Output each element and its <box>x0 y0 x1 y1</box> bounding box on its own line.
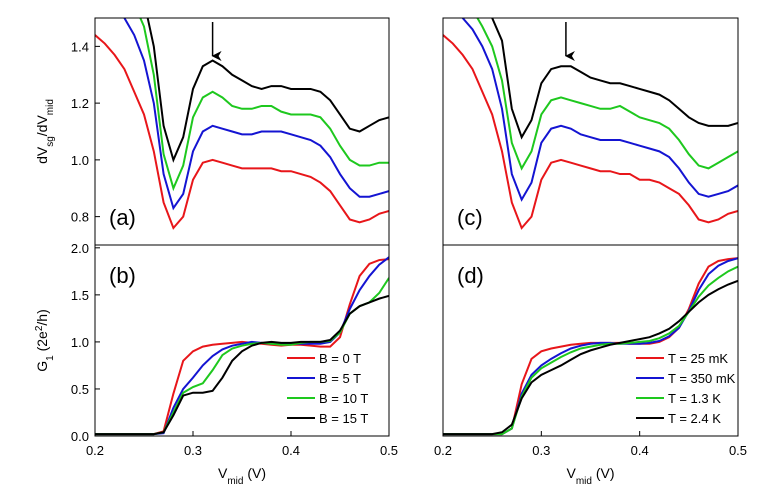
plot-area <box>443 257 738 436</box>
legend-label: T = 2.4 K <box>668 411 721 426</box>
x-axis-label-part: (V) <box>243 465 266 481</box>
y-tick-label: 0.8 <box>71 210 89 225</box>
x-tick-label: 0.5 <box>729 443 747 458</box>
y-tick-label: 0.5 <box>71 382 89 397</box>
y-tick-label: 1.2 <box>71 96 89 111</box>
panel-label: (a) <box>109 205 136 230</box>
data-line <box>146 18 389 163</box>
x-tick-label: 0.4 <box>282 443 300 458</box>
y-axis-label-part: /h) <box>34 309 50 325</box>
data-line <box>95 294 389 436</box>
y-tick-label: 0.0 <box>71 429 89 444</box>
x-axis-label-part: mid <box>227 476 243 487</box>
data-line <box>443 34 738 230</box>
data-line <box>139 18 389 192</box>
x-tick-label: 0.3 <box>184 443 202 458</box>
axes-frame <box>94 244 390 437</box>
x-axis-label-part: V <box>218 465 228 481</box>
y-axis-label-part: dV <box>34 146 50 164</box>
y-axis-label-part: mid <box>45 99 56 115</box>
plot-area <box>95 18 389 230</box>
x-tick-label: 0.4 <box>631 443 649 458</box>
y-axis-label: dVsg/dVmid <box>34 99 56 164</box>
y-axis-label-part: 1 <box>45 355 56 361</box>
x-tick-label: 0.2 <box>86 443 104 458</box>
y-axis-label-part: 2 <box>34 325 45 331</box>
y-tick-label: 1.0 <box>71 153 89 168</box>
y-tick-label: 1.0 <box>71 335 89 350</box>
y-tick-label: 1.5 <box>71 288 89 303</box>
y-axis-label: G1 (2e2/h) <box>34 309 56 371</box>
data-line <box>123 18 389 211</box>
legend-label: T = 25 mK <box>668 351 728 366</box>
panel-label: (b) <box>109 263 136 288</box>
axes-frame <box>442 244 739 437</box>
legend-label: T = 350 mK <box>668 371 736 386</box>
data-line <box>476 18 738 171</box>
legend-label: B = 10 T <box>319 391 368 406</box>
x-tick-label: 0.5 <box>380 443 398 458</box>
y-tick-label: 2.0 <box>71 241 89 256</box>
x-axis-label-part: mid <box>576 476 592 487</box>
y-tick-label: 1.4 <box>71 39 89 54</box>
x-tick-label: 0.3 <box>532 443 550 458</box>
legend-label: B = 5 T <box>319 371 361 386</box>
legend-label: T = 1.3 K <box>668 391 721 406</box>
legend-label: B = 15 T <box>319 411 368 426</box>
y-axis-label-part: /dV <box>34 115 50 137</box>
x-axis-label-part: (V) <box>592 465 615 481</box>
y-axis-label-part: sg <box>45 136 56 147</box>
y-axis-label-part: G <box>34 361 50 372</box>
x-axis-label: Vmid (V) <box>218 465 266 487</box>
data-line <box>461 18 738 202</box>
plot-area <box>443 18 738 230</box>
data-line <box>443 279 738 436</box>
legend-label: B = 0 T <box>319 351 361 366</box>
y-axis-label-part: (2e <box>34 331 50 355</box>
panel-label: (d) <box>457 263 484 288</box>
plot-area <box>95 256 389 436</box>
x-axis-label-part: V <box>566 465 576 481</box>
data-line <box>95 34 389 230</box>
panel-label: (c) <box>457 205 483 230</box>
x-axis-label: Vmid (V) <box>566 465 614 487</box>
x-tick-label: 0.2 <box>434 443 452 458</box>
data-line <box>490 18 738 140</box>
